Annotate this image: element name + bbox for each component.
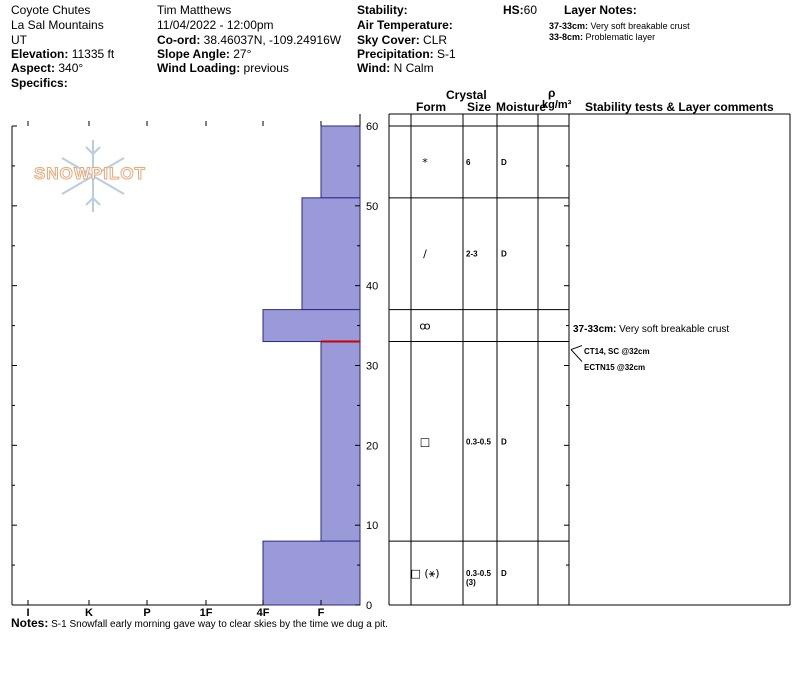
- notes: Notes: S-1 Snowfall early morning gave w…: [11, 616, 388, 630]
- height-label-60: 60: [366, 121, 378, 133]
- coordinates: Co-ord: 38.46037N, -109.24916W: [157, 33, 342, 47]
- snow-height: HS:60: [503, 3, 538, 17]
- aspect: Aspect: 340°: [11, 61, 84, 75]
- col-moisture: Moisture: [496, 100, 547, 114]
- hardness-bar-3: [262, 309, 361, 343]
- height-label-50: 50: [366, 201, 378, 213]
- hardness-label-I: I: [26, 607, 29, 619]
- col-crystal: Crystal: [446, 88, 487, 102]
- elevation: Elevation: 11335 ft: [11, 47, 115, 61]
- hardness-bar-4: [320, 341, 361, 542]
- layer-notes-title: Layer Notes:: [564, 3, 637, 17]
- hardness-bar-2: [301, 197, 361, 311]
- stability-test-1: CT14, SC @32cm: [584, 347, 650, 356]
- snowpilot-logo-text: SNOWPILOT: [34, 164, 146, 183]
- height-label-20: 20: [366, 440, 378, 452]
- test-arrow-2: [570, 349, 583, 362]
- height-label-40: 40: [366, 281, 378, 293]
- grain-size-1: 6: [466, 158, 471, 167]
- layer-note-2: 33-8cm: Problematic layer: [549, 32, 656, 42]
- grain-form-1: *: [422, 156, 428, 169]
- grain-form-4: □: [420, 435, 430, 448]
- state: UT: [11, 33, 27, 47]
- snowpilot-logo: [61, 140, 125, 212]
- specifics: Specifics:: [11, 76, 68, 90]
- grain-form-3: ꝏ: [419, 320, 430, 333]
- col-rho: ρ: [548, 86, 556, 100]
- stability-test-2: ECTN15 @32cm: [584, 363, 646, 372]
- location: Coyote Chutes: [11, 3, 91, 17]
- grain-form-5: □ (⚹): [410, 567, 439, 580]
- col-size: Size: [467, 100, 492, 114]
- col-density-unit: kg/m³: [542, 99, 572, 111]
- hardness-bar-1: [320, 125, 361, 199]
- layer-note-1: 37-33cm: Very soft breakable crust: [549, 21, 690, 31]
- grain-size-2: 2-3: [466, 250, 478, 259]
- hardness-label-P: P: [143, 607, 150, 619]
- wind: Wind: N Calm: [357, 61, 434, 75]
- hardness-label-4F: 4F: [257, 607, 270, 619]
- observer: Tim Matthews: [157, 3, 232, 17]
- moisture-2: D: [501, 250, 507, 259]
- precipitation: Precipitation: S-1: [357, 47, 456, 61]
- hardness-bar-5: [262, 540, 361, 606]
- stability: Stability:: [357, 3, 408, 17]
- layer-comment: 37-33cm: Very soft breakable crust: [573, 324, 730, 335]
- hardness-label-1F: 1F: [200, 607, 213, 619]
- air-temperature: Air Temperature:: [357, 18, 453, 32]
- sky-cover: Sky Cover: CLR: [357, 33, 448, 47]
- hardness-label-K: K: [85, 607, 93, 619]
- height-label-30: 30: [366, 361, 378, 373]
- height-label-0: 0: [366, 600, 372, 612]
- grain-size-4: 0.3-0.5: [466, 437, 491, 446]
- moisture-4: D: [501, 437, 507, 446]
- moisture-5: D: [501, 569, 507, 578]
- height-label-10: 10: [366, 520, 378, 532]
- grain-size-5: 0.3-0.5: [466, 569, 491, 578]
- grain-form-2: /: [423, 248, 427, 261]
- col-form: Form: [416, 100, 446, 114]
- hardness-label-F: F: [318, 607, 325, 619]
- col-comments: Stability tests & Layer comments: [585, 100, 774, 114]
- range: La Sal Mountains: [11, 18, 104, 32]
- grain-size-extra-5: (3): [466, 578, 476, 587]
- wind-loading: Wind Loading: previous: [157, 61, 289, 75]
- slope-angle: Slope Angle: 27°: [157, 47, 252, 61]
- datetime: 11/04/2022 - 12:00pm: [157, 18, 274, 32]
- test-arrow-1: [570, 345, 583, 351]
- moisture-1: D: [501, 158, 507, 167]
